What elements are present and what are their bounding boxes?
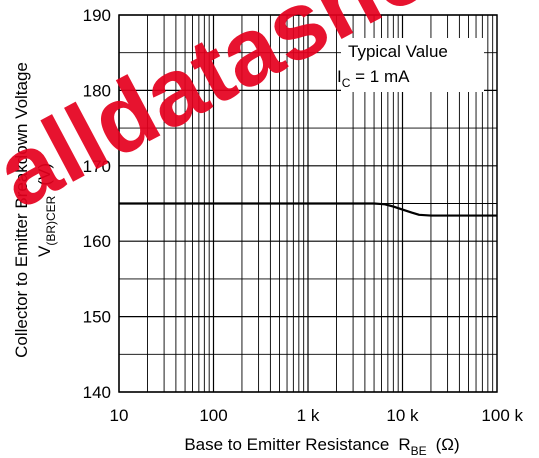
- y-axis-label-unit: (V): [35, 163, 54, 186]
- watermark: alldatasheet: [0, 0, 520, 229]
- y-axis-label-line2: V(BR)CER (V): [35, 163, 58, 257]
- y-axis-label-sub: (BR)CER: [44, 195, 58, 245]
- x-tick-label: 100 k: [481, 406, 523, 425]
- x-axis-label-sub: BE: [411, 444, 427, 458]
- x-tick-label: 10: [110, 406, 129, 425]
- x-tick-label: 1 k: [297, 406, 320, 425]
- plot-frame: [118, 14, 498, 393]
- x-tick-label: 10 k: [386, 406, 419, 425]
- x-tick-labels: 10 100 1 k 10 k 100 k: [110, 406, 524, 425]
- y-tick-label: 150: [83, 308, 111, 327]
- x-axis-label: Base to Emitter Resistance RBE (Ω): [184, 435, 459, 458]
- annotation-symbol: I: [337, 67, 342, 86]
- annotation-line1: Typical Value: [348, 42, 448, 61]
- annotation-box: Typical Value IC = 1 mA: [337, 38, 484, 92]
- y-tick-label: 190: [83, 6, 111, 25]
- y-axis-label-symbol: V: [35, 245, 54, 257]
- y-tick-label: 170: [83, 157, 111, 176]
- y-tick-labels: 140 150 160 170 180 190: [83, 6, 111, 402]
- series-layer: [119, 202, 497, 217]
- annotation-line2: IC = 1 mA: [337, 67, 410, 90]
- series-line: [119, 202, 497, 217]
- y-tick-label: 140: [83, 383, 111, 402]
- y-tick-label: 160: [83, 232, 111, 251]
- annotation-subscript: C: [342, 76, 351, 90]
- y-axis-label-line1: Collector to Emitter Breakdown Voltage: [12, 62, 31, 358]
- x-axis-label-symbol: R: [398, 435, 410, 454]
- x-axis-label-main: Base to Emitter Resistance: [184, 435, 389, 454]
- x-axis-label-unit: (Ω): [436, 435, 460, 454]
- y-tick-label: 180: [83, 81, 111, 100]
- annotation-rest: = 1 mA: [350, 67, 410, 86]
- annotation-background: [341, 38, 484, 92]
- x-tick-label: 100: [199, 406, 227, 425]
